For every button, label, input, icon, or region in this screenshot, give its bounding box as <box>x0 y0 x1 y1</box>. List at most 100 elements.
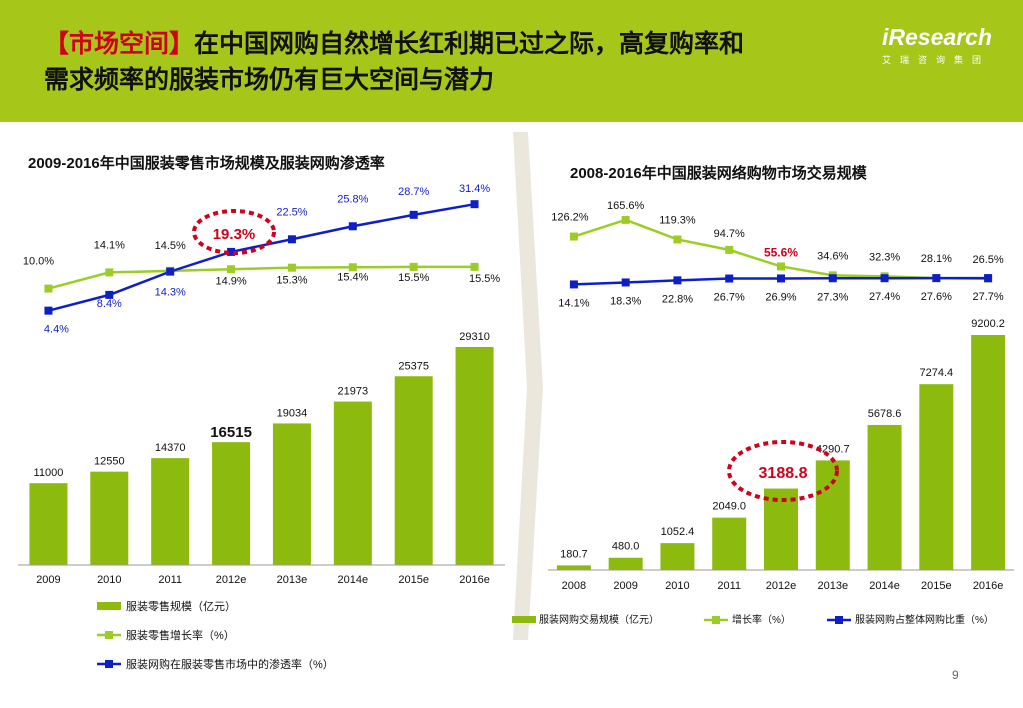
right-bar <box>815 460 850 570</box>
left-bar-value-label: 25375 <box>398 360 429 372</box>
left-penetration-point <box>470 200 479 209</box>
left-penetration-label: 25.8% <box>337 193 368 205</box>
right-chart-title: 2008-2016年中国服装网络购物市场交易规模 <box>570 164 868 182</box>
left-legend-label: 服装零售增长率（%） <box>126 628 235 642</box>
right-share-label: 26.7% <box>714 292 745 304</box>
right-bar-value-label: 4290.7 <box>816 443 850 455</box>
left-x-tick-label: 2012e <box>216 574 247 586</box>
left-legend-swatch-marker <box>105 631 113 639</box>
iresearch-logo: iResearch 艾瑞咨询集团 <box>882 24 997 66</box>
right-bar-value-label: 9200.2 <box>971 318 1005 330</box>
right-legend-swatch-bar <box>512 616 536 623</box>
left-x-tick-label: 2014e <box>338 574 369 586</box>
right-share-label: 22.8% <box>662 293 693 305</box>
left-legend-swatch-marker <box>105 660 113 668</box>
left-growth-label: 15.5% <box>469 273 500 285</box>
right-growth-point <box>621 215 630 224</box>
title-bracket: 【市场空间】 <box>44 30 195 58</box>
right-share-label: 27.7% <box>973 291 1004 303</box>
title-text-1: 在中国网购自然增长红利期已过之际，高复购率和 <box>194 30 745 58</box>
right-growth-point <box>777 262 785 271</box>
left-growth-point <box>105 268 114 277</box>
right-growth-point <box>569 232 578 241</box>
right-share-label: 27.4% <box>869 291 900 303</box>
left-bar-value-label: 12550 <box>94 456 125 468</box>
right-share-point <box>984 274 993 283</box>
right-bar-value-label: 7274.4 <box>920 367 954 379</box>
left-bar-value-label: 29310 <box>459 331 490 343</box>
left-growth-line <box>48 265 475 290</box>
left-growth-label: 15.4% <box>337 271 368 283</box>
left-penetration-label: 4.4% <box>44 324 69 336</box>
left-highlight-circle <box>192 209 276 255</box>
left-legend-label: 服装网购在服装零售市场中的渗透率（%） <box>126 657 334 671</box>
right-x-tick-label: 2013e <box>817 580 848 592</box>
left-bar-value-label: 21973 <box>338 386 369 398</box>
right-x-tick-label: 2016e <box>973 580 1004 592</box>
left-bar <box>333 401 372 565</box>
right-growth-point <box>932 274 941 283</box>
left-growth-point <box>409 262 418 271</box>
left-chart-title: 2009-2016年中国服装零售市场规模及服装网购渗透率 <box>28 154 385 172</box>
left-x-tick-label: 2009 <box>36 574 60 586</box>
right-bar <box>764 488 798 570</box>
left-bar-value-label: 11000 <box>34 467 64 479</box>
left-bar <box>272 423 311 565</box>
left-bar-value-label: 14370 <box>155 442 186 454</box>
right-highlight-circle <box>727 440 839 502</box>
left-x-tick-label: 2015e <box>398 574 429 586</box>
right-growth-label: 26.5% <box>973 254 1004 266</box>
right-share-label: 26.9% <box>765 291 796 303</box>
right-share-label: 18.3% <box>610 295 641 307</box>
left-growth-label: 14.9% <box>215 275 246 287</box>
left-x-tick-label: 2016e <box>459 574 490 586</box>
right-share-point <box>621 278 630 287</box>
left-highlight-label: 19.3% <box>213 226 256 243</box>
left-penetration-point <box>348 222 357 231</box>
header-banner: 【市场空间】在中国网购自然增长红利期已过之际，高复购率和 需求频率的服装市场仍有… <box>0 0 1023 122</box>
left-bar-value-label: 16515 <box>210 424 252 441</box>
right-share-label: 14.1% <box>558 297 589 309</box>
left-growth-label: 15.3% <box>276 275 307 287</box>
right-x-tick-label: 2012e <box>766 580 797 592</box>
page-title: 【市场空间】在中国网购自然增长红利期已过之际，高复购率和 需求频率的服装市场仍有… <box>44 26 744 98</box>
right-growth-label: 165.6% <box>607 200 645 212</box>
right-share-label: 27.6% <box>921 291 952 303</box>
right-growth-label: 55.6% <box>764 245 798 259</box>
right-share-point <box>673 276 682 285</box>
right-legend-swatch-marker <box>712 616 720 624</box>
left-bar <box>455 347 494 565</box>
left-x-tick-label: 2011 <box>158 574 182 586</box>
left-growth-label: 15.5% <box>398 272 429 284</box>
left-growth-label: 14.1% <box>94 239 125 251</box>
right-legend-swatch-marker <box>835 616 843 624</box>
left-penetration-label: 31.4% <box>459 183 490 195</box>
right-bar <box>660 543 695 570</box>
left-penetration-point <box>166 267 175 276</box>
left-growth-point <box>166 266 175 275</box>
right-x-tick-label: 2009 <box>613 580 637 592</box>
right-growth-label: 126.2% <box>551 212 589 224</box>
logo-subtext: 艾瑞咨询集团 <box>882 55 991 65</box>
right-bar-value-label: 480.0 <box>612 541 640 553</box>
right-share-label: 27.3% <box>817 291 848 303</box>
right-growth-label: 32.3% <box>869 251 900 263</box>
right-growth-point <box>880 272 889 281</box>
right-x-tick-label: 2014e <box>869 580 900 592</box>
right-x-tick-label: 2015e <box>921 580 952 592</box>
right-bar-value-label: 5678.6 <box>868 408 902 420</box>
left-growth-label: 10.0% <box>23 256 54 268</box>
right-growth-point <box>828 271 837 280</box>
left-penetration-line <box>48 202 475 312</box>
left-bar <box>151 458 190 565</box>
left-penetration-point <box>409 210 418 219</box>
right-bar <box>556 565 591 570</box>
left-legend-swatch-bar <box>97 602 121 610</box>
left-penetration-label: 28.7% <box>398 186 429 198</box>
right-share-point <box>569 280 578 289</box>
right-share-point <box>880 274 889 283</box>
left-bar-value-label: 19034 <box>277 407 308 419</box>
left-growth-label: 14.5% <box>155 240 186 252</box>
right-bar-value-label: 180.7 <box>560 548 588 560</box>
right-share-line <box>573 276 989 286</box>
